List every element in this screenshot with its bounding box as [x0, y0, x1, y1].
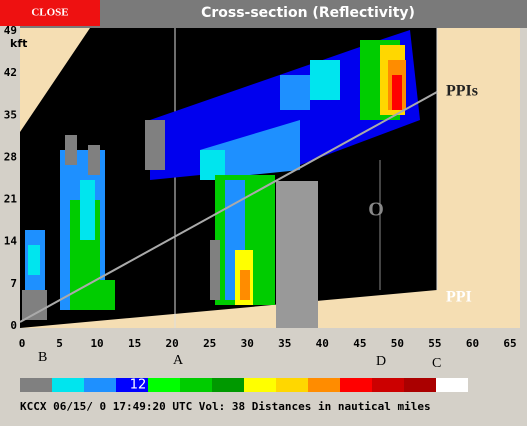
point-label: A: [173, 353, 184, 368]
point-label: D: [376, 354, 386, 369]
color-bar-label: 12: [130, 378, 147, 393]
x-tick-label: 60: [466, 337, 479, 350]
x-tick-label: 30: [241, 337, 254, 350]
color-swatch: [244, 378, 276, 392]
x-tick-label: 65: [503, 337, 516, 350]
x-tick-label: 0: [19, 337, 26, 350]
y-tick-label: 35: [4, 108, 17, 121]
y-unit: kft: [10, 37, 27, 50]
ppi-line: [19, 91, 438, 323]
status-text: KCCX 06/15/ 0 17:49:20 UTC Vol: 38 Dista…: [20, 400, 431, 413]
color-swatch: [212, 378, 244, 392]
terrain-top: [20, 28, 90, 132]
y-tick-label: 14: [4, 235, 18, 248]
y-tick-label: 21: [4, 193, 18, 206]
color-swatch: [372, 378, 404, 392]
y-tick-label: 42: [4, 66, 17, 79]
x-tick-label: 20: [166, 337, 179, 350]
tick-bg: [0, 26, 20, 36]
point-label: B: [38, 350, 47, 365]
y-tick-label: 0: [10, 319, 17, 332]
color-bar: [20, 378, 468, 392]
blocked-area: [276, 181, 318, 328]
color-swatch: [340, 378, 372, 392]
color-swatch: [404, 378, 436, 392]
x-tick-label: 40: [316, 337, 329, 350]
x-tick-label: 25: [203, 337, 216, 350]
color-swatch: [52, 378, 84, 392]
color-swatch: [436, 378, 468, 392]
ppi-wedge: [20, 288, 520, 328]
color-swatch: [84, 378, 116, 392]
beyond-range: [437, 28, 520, 290]
x-tick-label: 50: [391, 337, 404, 350]
x-tick-label: 35: [278, 337, 291, 350]
close-button[interactable]: [0, 0, 100, 26]
x-tick-label: 5: [56, 337, 63, 350]
y-tick-label: 28: [4, 150, 17, 163]
point-label: C: [432, 356, 441, 371]
color-swatch: [116, 378, 148, 392]
title: Cross-section (Reflectivity): [201, 5, 415, 21]
color-swatch: [180, 378, 212, 392]
x-tick-label: 10: [90, 337, 103, 350]
ppi-label: PPI: [446, 289, 472, 306]
origin-label: O: [368, 199, 384, 221]
ppis-label: PPIs: [446, 83, 478, 100]
color-swatch: [308, 378, 340, 392]
x-tick-label: 55: [428, 337, 441, 350]
x-tick-label: 15: [128, 337, 141, 350]
color-swatch: [148, 378, 180, 392]
y-tick-label: 7: [10, 277, 17, 290]
y-tick-label: 49: [4, 24, 17, 37]
x-tick-label: 45: [353, 337, 366, 350]
color-swatch: [276, 378, 308, 392]
close-label[interactable]: CLOSE: [31, 7, 68, 19]
color-swatch: [20, 378, 52, 392]
